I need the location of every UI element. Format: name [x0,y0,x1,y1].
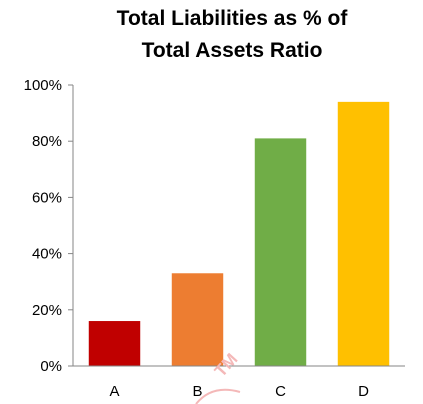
y-tick-label: 20% [32,302,62,319]
plot-area: 0% 20% 40% 60% 80% 100% A B C D [24,77,405,400]
chart-title-line-1: Total Liabilities as % of [117,7,349,30]
x-tick-label: D [358,383,369,400]
chart-title-line-2: Total Assets Ratio [142,39,323,62]
y-tick-label: 100% [24,77,62,94]
chart-title: Total Liabilities as % of Total Assets R… [117,7,349,62]
watermark-swoosh [195,388,241,404]
y-tick-label: 60% [32,189,62,206]
x-tick-label: C [275,383,286,400]
bar-a [88,321,141,366]
bar-c [254,138,307,366]
y-tick-label: 40% [32,246,62,263]
bar-b [171,273,224,366]
x-tick-label: B [192,383,202,400]
x-tick-label: A [109,383,119,400]
y-tick-label: 0% [40,358,62,375]
y-tick-label: 80% [32,133,62,150]
bar-d [337,101,390,367]
